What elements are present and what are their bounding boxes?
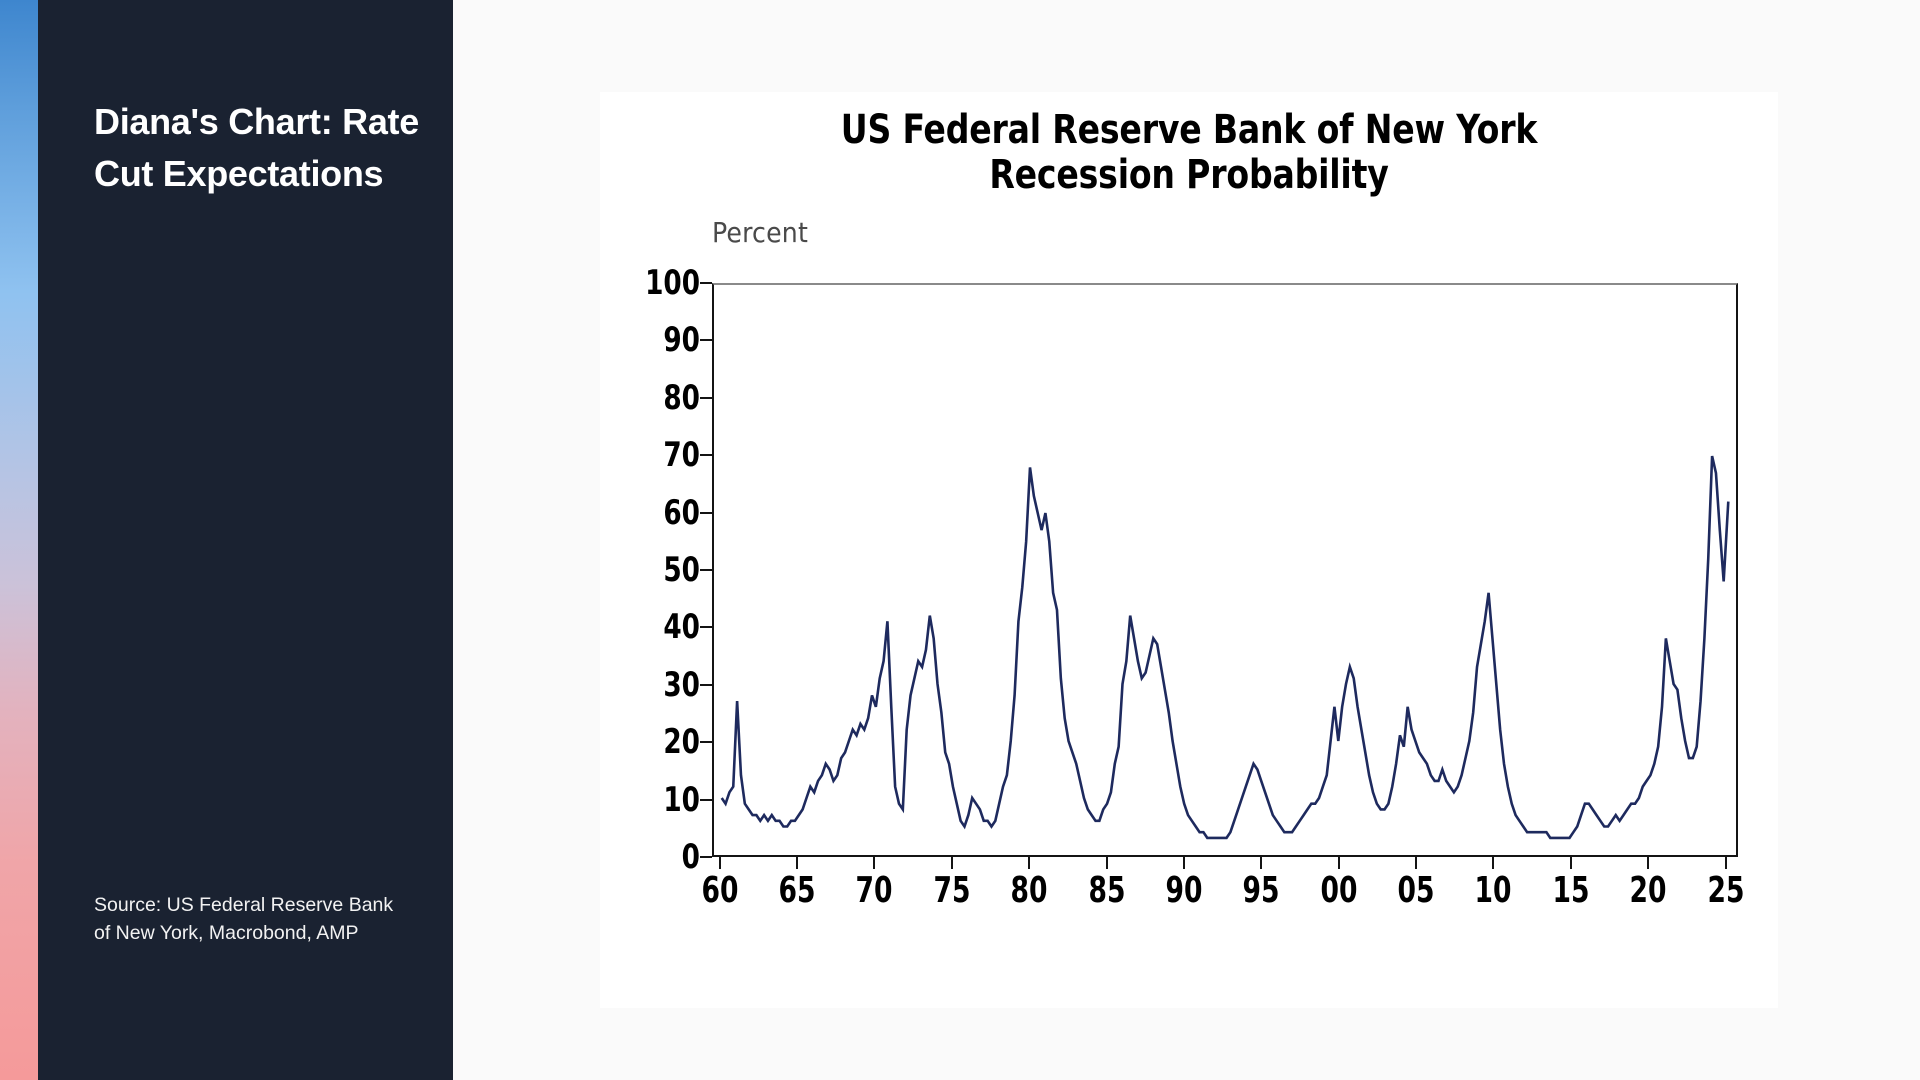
y-axis-tick-mark [700,683,712,686]
y-axis-unit-label: Percent [712,216,809,249]
x-axis-tick-label: 05 [1397,870,1435,911]
y-axis-tick-label: 0 [681,837,700,877]
y-axis-tick-mark [700,339,712,342]
y-axis-tick-label: 80 [663,377,700,418]
y-axis-tick-mark [700,569,712,571]
accent-gradient-strip [0,0,38,1080]
source-attribution: Source: US Federal Reserve Bank of New Y… [94,894,394,944]
main-content-area: US Federal Reserve Bank of New York Rece… [453,0,1920,1080]
y-axis-tick-label: 90 [663,320,700,361]
y-axis-tick-mark [700,396,712,399]
y-axis-tick-label: 70 [663,435,700,476]
y-axis-tick-label: 20 [663,722,700,763]
x-axis-tick-mark [1492,857,1495,869]
x-axis-tick-label: 75 [933,870,971,911]
x-axis-tick-label: 25 [1707,870,1745,911]
slide-title: Diana's Chart: Rate Cut Expectations [94,101,419,195]
x-axis-tick-label: 60 [701,870,739,911]
x-axis-tick-label: 00 [1320,870,1358,911]
x-axis-tick-mark [796,857,799,869]
x-axis-tick-label: 85 [1088,870,1126,911]
x-axis-tick-mark [1337,857,1340,869]
slide-sidebar: Diana's Chart: Rate Cut Expectations Sou… [38,0,453,1080]
x-axis-tick-mark [1569,857,1572,869]
y-axis-tick-label: 50 [663,550,700,590]
y-axis-tick-label: 60 [663,492,700,533]
y-axis-tick-mark [700,798,712,801]
chart-title-line-1: US Federal Reserve Bank of New York [840,107,1538,153]
y-axis-tick-mark [700,856,712,858]
x-axis-tick-label: 15 [1552,870,1590,911]
plot-area [712,283,1738,857]
chart-title-line-2: Recession Probability [989,151,1389,198]
x-axis-tick-mark [1724,857,1727,869]
series-line-recession-probability [722,456,1729,838]
x-axis-tick-label: 90 [1165,870,1203,911]
x-axis-tick-mark [718,857,721,869]
x-axis-tick-mark [1415,857,1418,869]
y-axis-tick-label: 10 [663,779,700,820]
x-axis-tick-label: 10 [1474,870,1512,911]
x-axis-tick-label: 65 [778,870,816,911]
y-axis-tick-mark [700,511,712,514]
x-axis-tick-mark [1647,857,1650,869]
x-axis-tick-mark [1182,857,1185,869]
x-axis-tick-mark [1105,857,1108,869]
x-axis-tick-label: 95 [1242,870,1280,911]
y-axis-tick-mark [700,626,712,629]
y-axis-tick-mark [700,282,712,284]
x-axis-tick-label: 70 [855,870,893,911]
y-axis-tick-label: 30 [663,664,700,705]
recession-probability-line-chart [714,285,1736,855]
x-axis-tick-mark [1028,857,1031,869]
chart-title: US Federal Reserve Bank of New York Rece… [647,108,1731,198]
x-axis-tick-mark [1260,857,1263,869]
x-axis-tick-mark [950,857,953,869]
x-axis-tick-label: 20 [1629,870,1667,911]
chart-card: US Federal Reserve Bank of New York Rece… [600,92,1778,1008]
y-axis-tick-mark [700,741,712,744]
x-axis-tick-label: 80 [1010,870,1048,911]
y-axis-tick-mark [700,454,712,457]
x-axis-tick-mark [873,857,876,869]
y-axis-tick-label: 40 [663,607,700,648]
y-axis-tick-label: 100 [645,263,700,303]
